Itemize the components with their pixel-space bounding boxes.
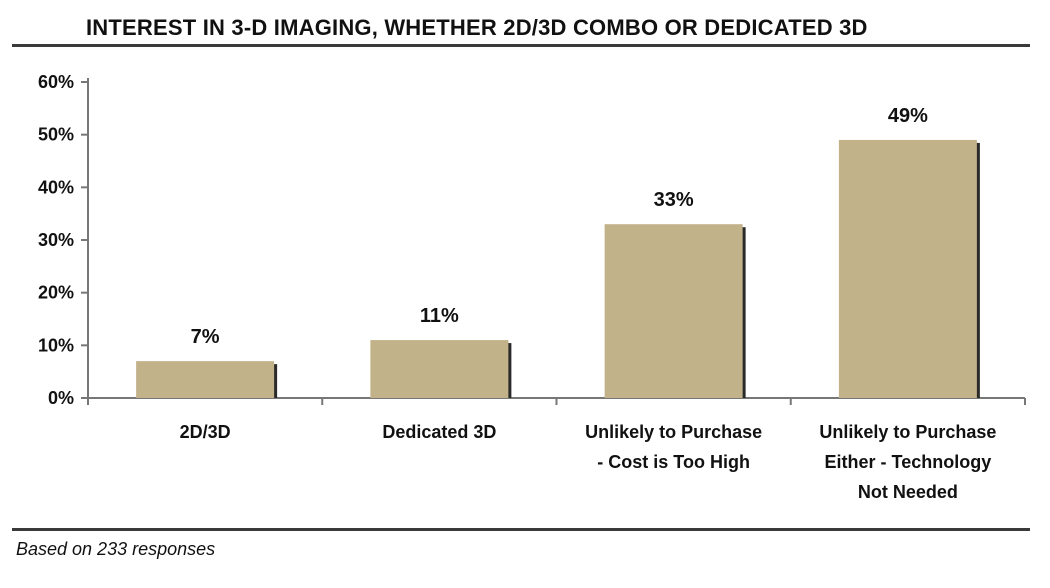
x-category-label-line: - Cost is Too High: [597, 452, 750, 472]
title-divider: [12, 44, 1030, 47]
y-tick-label: 40%: [38, 177, 74, 197]
chart-title: INTEREST IN 3-D IMAGING, WHETHER 2D/3D C…: [86, 15, 868, 40]
bar: [370, 340, 509, 398]
bar-shadow: [975, 142, 980, 398]
y-tick-label: 0%: [48, 388, 74, 408]
data-label: 49%: [888, 105, 928, 127]
y-tick-label: 60%: [38, 72, 74, 92]
data-label: 7%: [191, 326, 220, 348]
y-tick-label: 20%: [38, 283, 74, 303]
y-tick-label: 10%: [38, 335, 74, 355]
data-label: 11%: [420, 305, 459, 327]
x-category-label-line: 2D/3D: [180, 422, 231, 442]
x-category-label: 2D/3D: [180, 422, 231, 442]
x-category-label-line: Dedicated 3D: [382, 422, 496, 442]
footnote: Based on 233 responses: [16, 539, 216, 559]
x-category-label-line: Unlikely to Purchase: [819, 422, 996, 442]
x-category-label-line: Either - Technology: [825, 452, 992, 472]
bar-shadow: [507, 343, 512, 398]
y-tick-label: 50%: [38, 125, 74, 145]
x-category-label: Unlikely to Purchase - Cost is Too High: [585, 422, 762, 472]
x-category-label: Dedicated 3D: [382, 422, 496, 442]
bar: [136, 361, 275, 398]
x-category-label-line: Unlikely to Purchase: [585, 422, 762, 442]
data-label: 33%: [654, 189, 694, 211]
x-category-label: Unlikely to Purchase Either - Technology N…: [819, 422, 996, 502]
bar: [604, 224, 743, 398]
y-tick-label: 30%: [38, 230, 74, 250]
bar: [838, 139, 977, 398]
bar-shadow: [273, 364, 278, 398]
footer-divider: [12, 528, 1030, 531]
x-category-label-line: Not Needed: [858, 482, 958, 502]
bar-shadow: [741, 227, 746, 398]
